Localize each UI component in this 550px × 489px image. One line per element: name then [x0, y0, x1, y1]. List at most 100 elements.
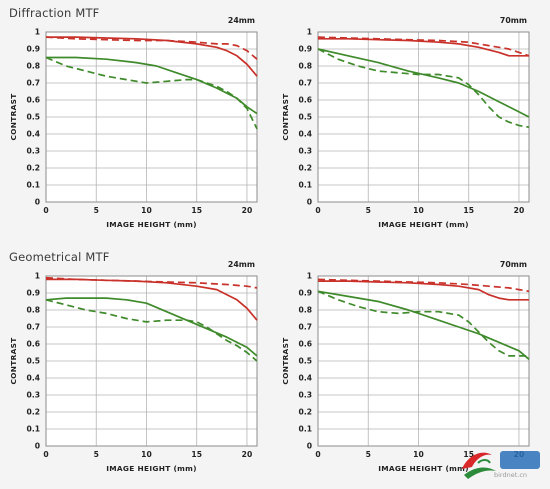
y-tick-label: 0.4 [299, 130, 312, 139]
series-red-dashed [45, 36, 258, 60]
focal-length-label: 24mm [228, 16, 255, 25]
series-green-solid [317, 290, 530, 360]
x-tick-label: 5 [94, 450, 99, 459]
y-tick-label: 0.9 [27, 45, 40, 54]
series-green-solid [317, 48, 530, 118]
watermark-logo: birdnet.cn [456, 437, 546, 485]
y-tick-label: 0 [35, 198, 40, 207]
series-red-dashed [317, 36, 530, 57]
y-tick-label: 0.3 [299, 147, 312, 156]
x-tick-label: 15 [191, 450, 202, 459]
x-tick-label: 5 [94, 206, 99, 215]
y-tick-label: 0.2 [27, 164, 40, 173]
section-title-diffraction: Diffraction MTF [9, 6, 100, 20]
y-tick-label: 0 [307, 198, 312, 207]
y-tick-label: 0.5 [27, 357, 40, 366]
y-tick-label: 0.9 [299, 289, 312, 298]
focal-length-label: 70mm [500, 260, 527, 269]
y-tick-label: 0.8 [27, 62, 40, 71]
y-tick-label: 0.8 [27, 306, 40, 315]
y-tick-label: 0.6 [27, 340, 40, 349]
y-tick-label: 0.2 [27, 408, 40, 417]
y-tick-label: 0.9 [299, 45, 312, 54]
x-tick-label: 10 [141, 206, 152, 215]
focal-length-label: 70mm [500, 16, 527, 25]
x-tick-label: 15 [191, 206, 202, 215]
y-tick-label: 1 [35, 272, 40, 281]
y-tick-label: 1 [307, 272, 312, 281]
y-tick-label: 0.2 [299, 408, 312, 417]
x-tick-label: 5 [366, 206, 371, 215]
y-tick-label: 0.1 [299, 181, 312, 190]
series-red-solid [318, 37, 529, 57]
chart-geometrical-70mm: 00.10.20.30.40.50.60.70.80.910510152070m… [281, 260, 530, 473]
y-tick-label: 0.7 [27, 79, 40, 88]
y-tick-label: 0.1 [27, 181, 40, 190]
y-tick-label: 0.9 [27, 289, 40, 298]
plot-frame [317, 275, 530, 447]
focal-length-label: 24mm [228, 260, 255, 269]
y-tick-label: 0.6 [27, 96, 40, 105]
y-tick-label: 0.3 [27, 147, 40, 156]
y-tick-label: 0.1 [27, 425, 40, 434]
x-tick-label: 15 [463, 450, 474, 459]
x-tick-label: 10 [141, 450, 152, 459]
y-tick-label: 1 [307, 28, 312, 37]
y-tick-label: 0.6 [299, 96, 312, 105]
y-tick-label: 0.7 [27, 323, 40, 332]
x-tick-label: 15 [463, 206, 474, 215]
x-axis-label: IMAGE HEIGHT (mm) [106, 464, 197, 473]
series-green-dashed [45, 298, 258, 362]
y-axis-label: CONTRAST [281, 337, 290, 384]
y-tick-label: 0 [307, 442, 312, 451]
x-tick-label: 10 [413, 450, 424, 459]
series-red-solid [318, 280, 529, 301]
y-tick-label: 0.6 [299, 340, 312, 349]
x-tick-label: 0 [315, 450, 320, 459]
y-tick-label: 0.5 [299, 357, 312, 366]
y-tick-label: 0.8 [299, 62, 312, 71]
x-axis-label: IMAGE HEIGHT (mm) [106, 220, 197, 229]
watermark-text: birdnet.cn [494, 471, 528, 479]
y-tick-label: 0.3 [27, 391, 40, 400]
y-tick-label: 0.4 [27, 130, 40, 139]
chart-geometrical-24mm: 00.10.20.30.40.50.60.70.80.910 5 10 15 2024m… [9, 260, 258, 473]
x-tick-label: 20 [242, 206, 253, 215]
x-tick-label: 0 [315, 206, 320, 215]
y-tick-label: 0 [35, 442, 40, 451]
series-red-dashed [317, 278, 530, 293]
series-green-dashed [45, 56, 258, 130]
chart-diffraction-24mm: 00.10.20.30.40.50.60.70.80.910 5 10 15 2024m… [9, 16, 258, 229]
section-title-geometrical: Geometrical MTF [9, 250, 110, 264]
x-tick-label: 10 [413, 206, 424, 215]
y-tick-label: 0.4 [299, 374, 312, 383]
y-tick-label: 1 [35, 28, 40, 37]
chart-diffraction-70mm: 00.10.20.30.40.50.60.70.80.910 5 10 15 2070m… [281, 16, 530, 229]
y-axis-label: CONTRAST [281, 93, 290, 140]
x-tick-label: 5 [366, 450, 371, 459]
y-tick-label: 0.7 [299, 79, 312, 88]
y-tick-label: 0.2 [299, 164, 312, 173]
y-tick-label: 0.7 [299, 323, 312, 332]
y-tick-label: 0.4 [27, 374, 40, 383]
y-axis-label: CONTRAST [9, 337, 18, 384]
x-tick-label: 20 [514, 206, 525, 215]
series-green-dashed [317, 48, 530, 129]
x-tick-label: 0 [43, 450, 48, 459]
plot-frame [45, 31, 258, 203]
y-tick-label: 0.1 [299, 425, 312, 434]
series-green-dashed [317, 290, 529, 357]
x-tick-label: 20 [242, 450, 253, 459]
y-tick-label: 0.5 [27, 113, 40, 122]
bird-logo-icon [462, 451, 540, 479]
x-axis-label: IMAGE HEIGHT (mm) [378, 464, 469, 473]
y-axis-label: CONTRAST [9, 93, 18, 140]
x-axis-label: IMAGE HEIGHT (mm) [378, 220, 469, 229]
x-tick-label: 0 [43, 206, 48, 215]
y-tick-label: 0.8 [299, 306, 312, 315]
series-red-solid [46, 36, 258, 77]
y-tick-label: 0.3 [299, 391, 312, 400]
y-tick-label: 0.5 [299, 113, 312, 122]
series-green-solid [45, 297, 258, 357]
